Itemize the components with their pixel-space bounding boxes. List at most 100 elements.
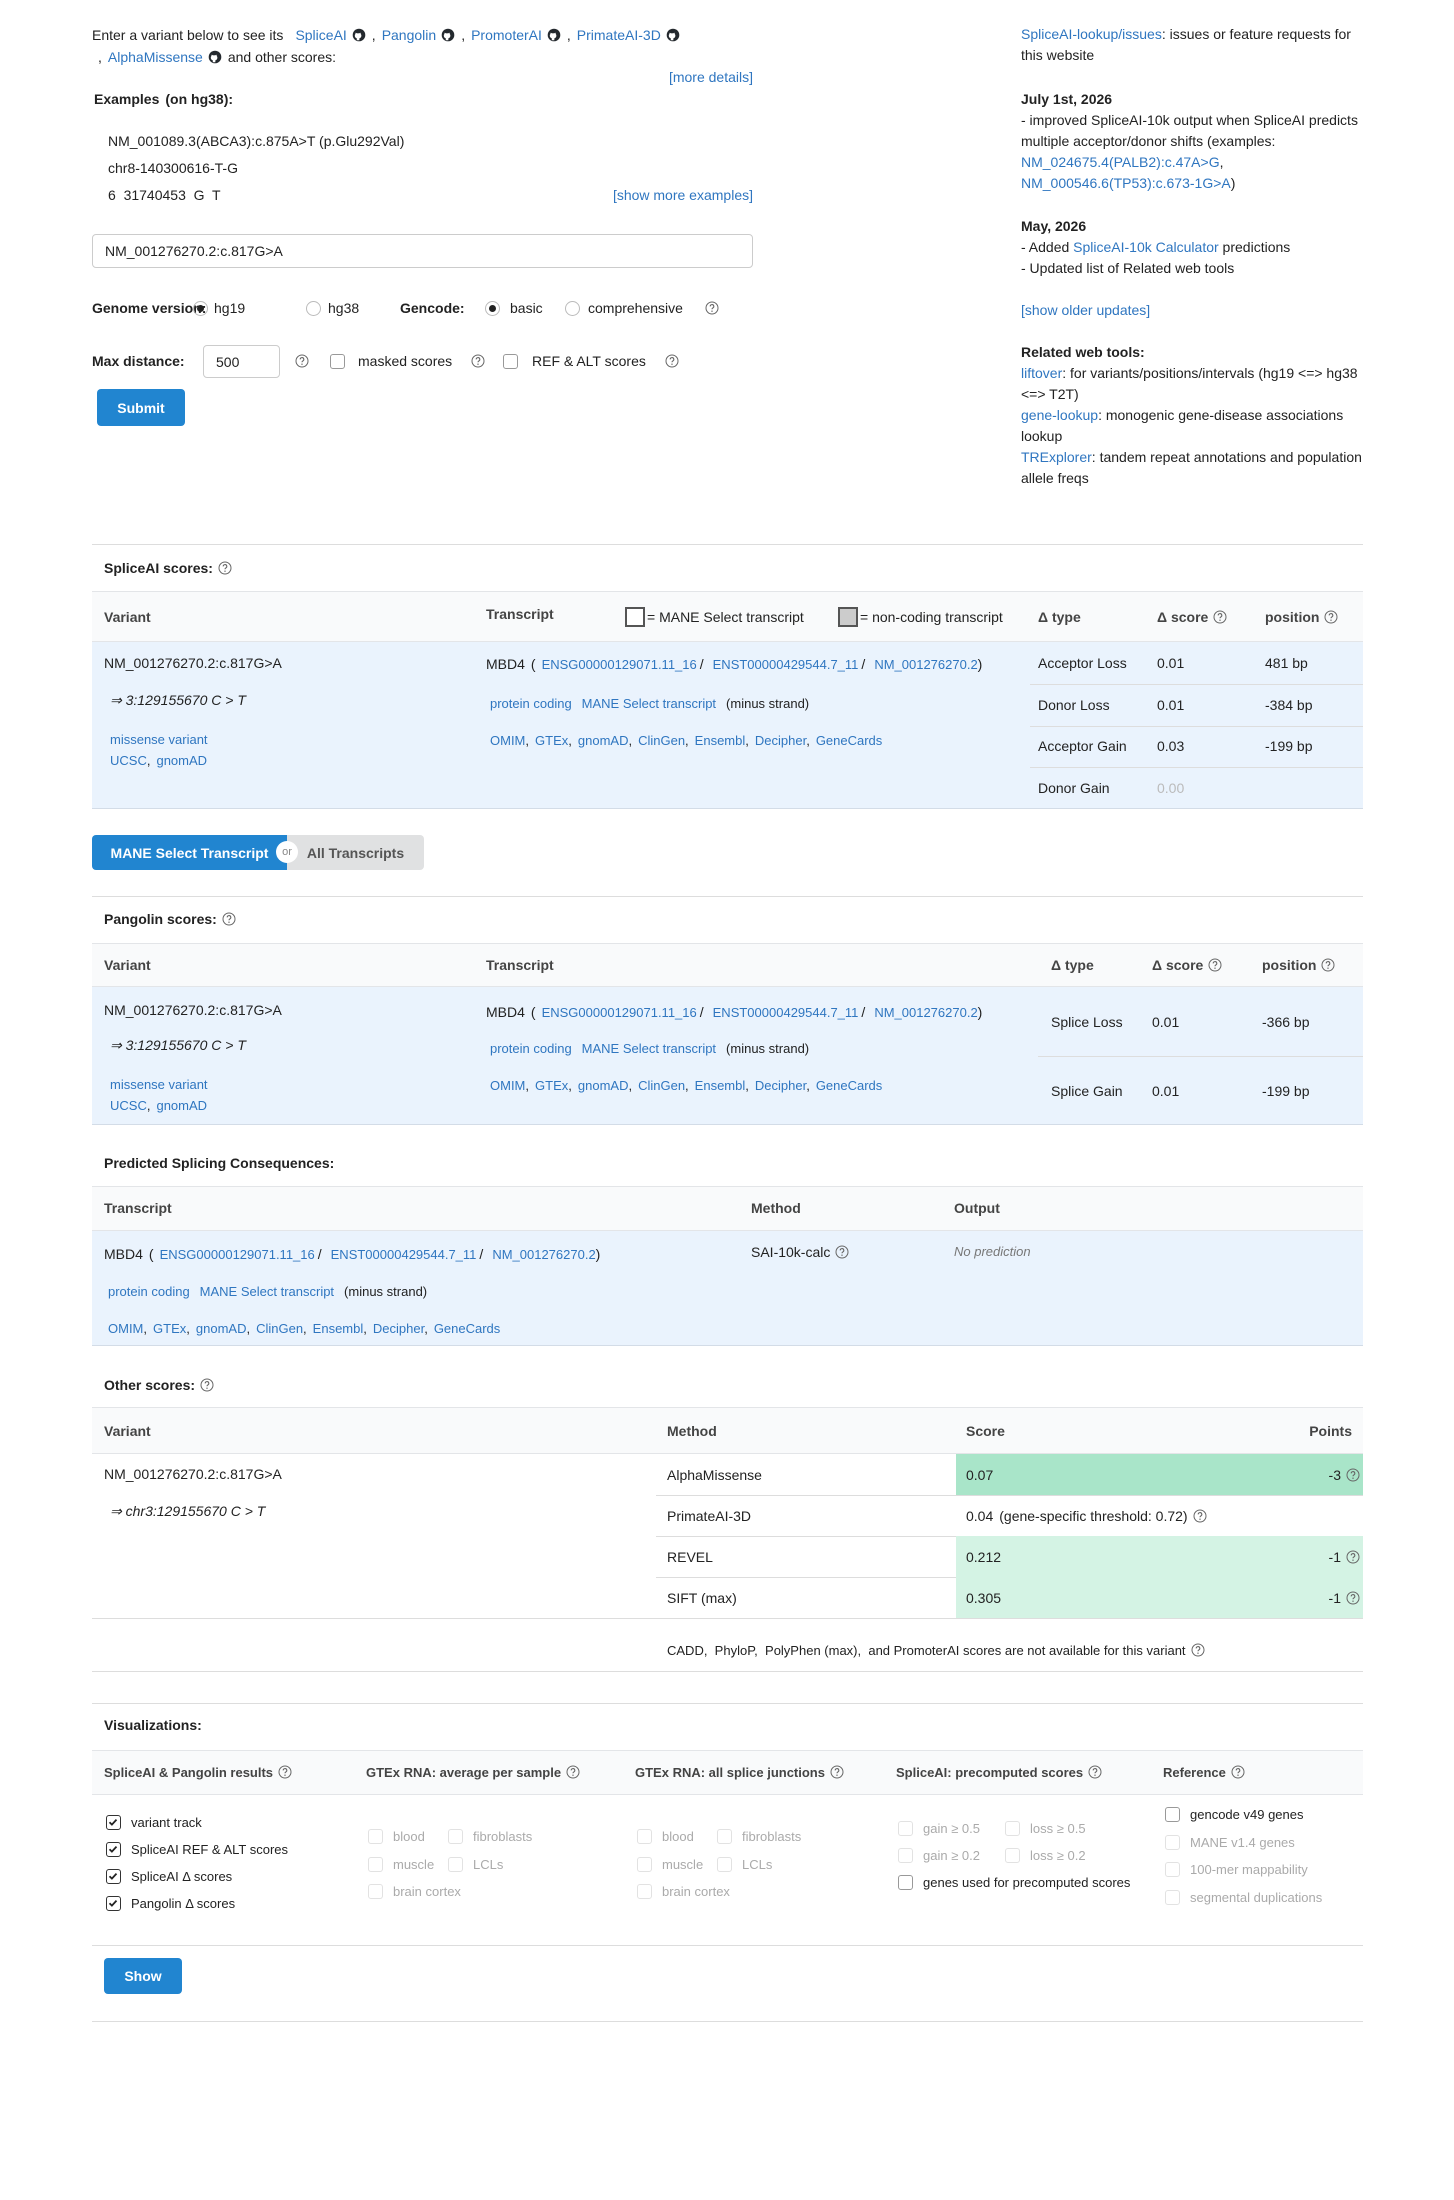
link[interactable]: NM_024675.4(PALB2):c.47A>G xyxy=(1021,154,1220,170)
tool-link[interactable]: SpliceAI xyxy=(295,27,347,43)
paren: ) xyxy=(977,656,983,672)
link[interactable]: GeneCards xyxy=(433,1321,501,1336)
gene: MBD4 xyxy=(104,1246,143,1262)
link[interactable]: gene-lookup xyxy=(1021,407,1099,423)
title: Predicted Splicing Consequences: xyxy=(104,1155,335,1171)
tool-link[interactable]: PromoterAI xyxy=(471,27,542,43)
tag[interactable]: MANE Select transcript xyxy=(581,696,717,711)
link[interactable]: Ensembl xyxy=(694,1078,746,1093)
link[interactable]: SpliceAI-10k Calculator xyxy=(1073,239,1219,255)
radio[interactable] xyxy=(306,301,321,316)
transcript-id[interactable]: NM_001276270.2 xyxy=(874,1005,978,1020)
link[interactable]: TRExplorer xyxy=(1021,449,1092,465)
transcript-id[interactable]: ENST00000429544.7_11 xyxy=(712,657,859,672)
radio[interactable] xyxy=(565,301,580,316)
link[interactable]: gnomAD xyxy=(156,753,208,768)
all-toggle[interactable]: All Transcripts xyxy=(287,835,424,870)
legend-mane: = MANE Select transcript xyxy=(625,607,804,627)
checkbox[interactable] xyxy=(106,1869,121,1884)
link[interactable]: UCSC xyxy=(110,1098,147,1113)
viz-option: variant track xyxy=(106,1813,346,1832)
separator: , xyxy=(525,733,530,748)
link[interactable]: ClinGen xyxy=(638,1078,686,1093)
link[interactable]: Decipher xyxy=(372,1321,425,1336)
checkbox[interactable] xyxy=(898,1875,913,1890)
column-header: GTEx RNA: all splice junctions xyxy=(635,1762,844,1783)
score: 0.305 xyxy=(966,1588,1001,1608)
link[interactable]: Decipher xyxy=(754,733,807,748)
link[interactable]: Decipher xyxy=(754,1078,807,1093)
transcript-id[interactable]: ENSG00000129071.11_16 xyxy=(159,1247,315,1262)
link[interactable]: gnomAD xyxy=(577,733,629,748)
tag[interactable]: MANE Select transcript xyxy=(199,1284,335,1299)
link[interactable]: NM_000546.6(TP53):c.673-1G>A xyxy=(1021,175,1231,191)
more-details[interactable]: [more details] xyxy=(668,69,753,85)
checkbox[interactable] xyxy=(106,1896,121,1911)
transcript-id[interactable]: ENSG00000129071.11_16 xyxy=(541,657,697,672)
link[interactable]: gnomAD xyxy=(577,1078,629,1093)
section-title: Predicted Splicing Consequences: xyxy=(104,1153,334,1173)
link[interactable]: OMIM xyxy=(490,733,526,748)
tag[interactable]: MANE Select transcript xyxy=(581,1041,717,1056)
consequence[interactable]: missense variant xyxy=(110,732,208,747)
viz-option: gencode v49 genes xyxy=(1165,1805,1330,1824)
link[interactable]: UCSC xyxy=(110,753,147,768)
link[interactable]: ClinGen xyxy=(256,1321,304,1336)
link[interactable]: Ensembl xyxy=(312,1321,364,1336)
tag[interactable]: protein coding xyxy=(490,696,572,711)
github-icon xyxy=(208,50,222,64)
checkbox[interactable] xyxy=(106,1842,121,1857)
link[interactable]: ClinGen xyxy=(638,733,686,748)
table-body xyxy=(92,1231,1363,1346)
tool-link[interactable]: PrimateAI-3D xyxy=(576,27,661,43)
submit-button[interactable]: Submit xyxy=(97,389,185,426)
transcript-id[interactable]: NM_001276270.2 xyxy=(492,1247,596,1262)
transcript-id[interactable]: ENST00000429544.7_11 xyxy=(712,1005,859,1020)
column-header: Reference xyxy=(1163,1762,1245,1783)
consequence[interactable]: missense variant xyxy=(110,1077,208,1092)
link[interactable]: SpliceAI-lookup/issues xyxy=(1021,26,1162,42)
tag[interactable]: protein coding xyxy=(490,1041,572,1056)
link[interactable]: OMIM xyxy=(108,1321,144,1336)
radio[interactable] xyxy=(485,301,500,316)
distance-input[interactable]: 500 xyxy=(203,345,280,378)
checkbox[interactable] xyxy=(1165,1807,1180,1822)
legend-text: = non-coding transcript xyxy=(860,609,1003,625)
checkbox xyxy=(1165,1834,1180,1850)
column-header: Points xyxy=(1200,1421,1352,1441)
github-icon xyxy=(352,28,366,42)
radio[interactable] xyxy=(193,301,208,316)
option-label: muscle xyxy=(662,1856,704,1872)
show-button[interactable]: Show xyxy=(104,1958,182,1994)
header: SpliceAI: precomputed scores xyxy=(896,1765,1084,1780)
link[interactable]: OMIM xyxy=(490,1078,526,1093)
link[interactable]: Ensembl xyxy=(694,733,746,748)
link[interactable]: GeneCards xyxy=(815,1078,883,1093)
legend-text: = MANE Select transcript xyxy=(647,609,804,625)
link[interactable]: gnomAD xyxy=(156,1098,208,1113)
tool-link[interactable]: Pangolin xyxy=(381,27,437,43)
link[interactable]: liftover xyxy=(1021,365,1063,381)
checkbox[interactable] xyxy=(106,1815,121,1830)
header: Variant xyxy=(104,957,151,973)
variant-links: UCSC, gnomAD xyxy=(110,750,207,771)
transcript-id[interactable]: ENST00000429544.7_11 xyxy=(330,1247,477,1262)
tool-link[interactable]: AlphaMissense xyxy=(107,49,203,65)
tag[interactable]: protein coding xyxy=(108,1284,190,1299)
link[interactable]: gnomAD xyxy=(195,1321,247,1336)
transcript-id[interactable]: NM_001276270.2 xyxy=(874,657,978,672)
delta-score: 0.01 xyxy=(1157,696,1185,713)
link[interactable]: GeneCards xyxy=(815,733,883,748)
mane-toggle[interactable]: MANE Select Transcript xyxy=(92,835,287,870)
link[interactable]: GTEx xyxy=(535,733,569,748)
form-item: basic xyxy=(510,298,543,318)
more-examples[interactable]: [show more examples] xyxy=(612,187,753,203)
checkbox[interactable] xyxy=(503,354,518,369)
variant-input[interactable]: NM_001276270.2:c.817G>A xyxy=(92,234,753,268)
transcript-id[interactable]: ENSG00000129071.11_16 xyxy=(541,1005,697,1020)
transcript-tags: protein coding MANE Select transcript (min… xyxy=(490,693,809,714)
link[interactable]: GTEx xyxy=(535,1078,569,1093)
checkbox[interactable] xyxy=(330,354,345,369)
older-updates[interactable]: [show older updates] xyxy=(1021,302,1151,318)
link[interactable]: GTEx xyxy=(153,1321,187,1336)
